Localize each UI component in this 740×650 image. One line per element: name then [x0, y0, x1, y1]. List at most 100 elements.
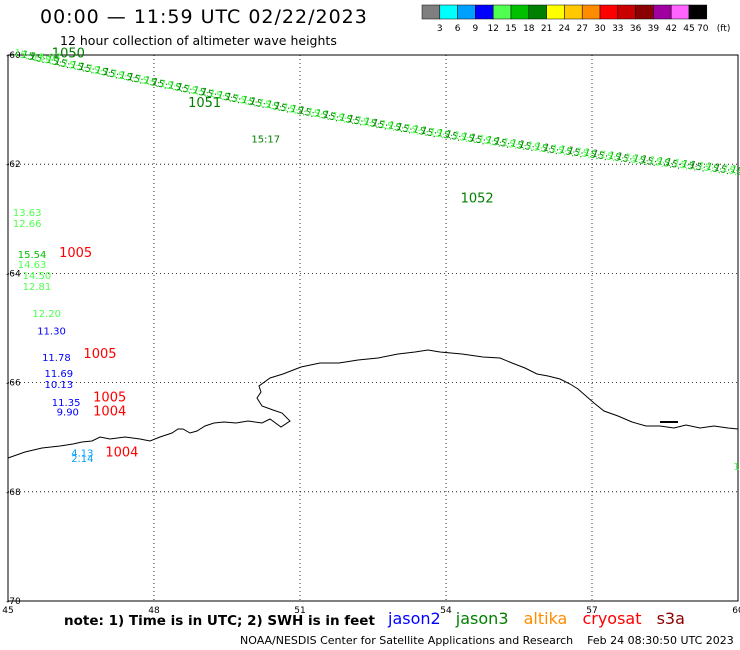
track-mark: 15:	[599, 149, 618, 164]
track-mark: 15:	[281, 102, 300, 117]
track-mark: 15:	[582, 147, 601, 162]
track-mark: 15:	[680, 159, 699, 174]
track-label: 11.69	[45, 369, 74, 380]
legend-tick-label: 70	[697, 24, 709, 34]
satellite-legend: jason2 jason3 altika cryosat s3a	[388, 609, 695, 628]
lat-tick-label: -62	[6, 160, 21, 170]
lat-tick-label: -60	[6, 51, 21, 61]
track-mark: 15:	[85, 63, 104, 78]
track-mark: 15:	[77, 61, 96, 76]
track-mark: 15:	[224, 91, 243, 106]
track-mark: 15:	[354, 115, 373, 130]
track-mark: 15:	[289, 103, 308, 118]
legend-swatch	[670, 4, 690, 20]
track-mark: 15:	[493, 136, 512, 151]
track-mark: 15:	[265, 99, 284, 114]
track-mark: 15:	[256, 97, 275, 112]
legend-swatch	[564, 4, 583, 20]
legend-tick-label: 42	[665, 24, 676, 34]
track-mark: 15:	[338, 112, 357, 127]
track-label: 1004	[105, 445, 138, 460]
track-mark: 15:	[615, 151, 634, 166]
legend-swatch	[475, 4, 494, 20]
track-mark: 15:	[12, 47, 31, 62]
legend-tick-label: 27	[576, 24, 587, 34]
credit-line: NOAA/NESDIS Center for Satellite Applica…	[240, 634, 734, 647]
track-mark: 15:	[207, 88, 226, 103]
track-mark: 15:	[444, 129, 463, 144]
track-mark: 15:	[672, 158, 691, 173]
track-mark: 15:	[322, 109, 341, 124]
track-mark: 15:	[346, 113, 365, 128]
sat-jason3: jason3	[455, 609, 509, 628]
track-mark: 15:	[517, 139, 536, 154]
track-mark: 15:	[330, 111, 349, 126]
legend-swatch	[581, 4, 601, 20]
track-mark: 15:	[452, 130, 471, 145]
track-mark: 15:	[248, 96, 267, 111]
lat-tick-label: -68	[6, 488, 21, 498]
track-label: 13.63	[13, 208, 42, 219]
lon-tick-label: 57	[586, 606, 597, 616]
track-mark: 15:	[476, 133, 495, 148]
track-label: 9.90	[57, 407, 79, 418]
credit-timestamp: Feb 24 08:30:50 UTC 2023	[587, 634, 734, 647]
page-title: 00:00 — 11:59 UTC 02/22/2023	[40, 6, 368, 28]
legend-tick-label: 3	[437, 24, 443, 34]
track-mark: 15:	[167, 80, 186, 95]
track-mark: 15:	[102, 66, 121, 81]
legend-swatch	[617, 4, 636, 20]
lat-tick-label: -64	[6, 269, 21, 279]
coastline	[7, 349, 739, 459]
credit-text: NOAA/NESDIS Center for Satellite Applica…	[240, 634, 574, 647]
track-mark: 15:	[656, 156, 675, 171]
map-border	[7, 54, 739, 602]
sat-s3a: s3a	[656, 609, 685, 628]
track-mark: 15:	[110, 68, 129, 83]
track-mark: 15:	[118, 70, 137, 85]
track-label: 15.54	[18, 250, 47, 261]
legend-swatch	[457, 4, 476, 20]
track-mark: 15:	[199, 86, 218, 101]
track-label: 12.66	[13, 219, 42, 230]
track-label: 1005	[93, 391, 126, 406]
track-mark: 15:	[273, 100, 292, 115]
track-label: 14.63	[18, 260, 47, 271]
track-label: 1004	[93, 404, 126, 419]
track-mark: 15:	[379, 119, 398, 134]
track-label: 14.50	[23, 271, 52, 282]
satellite-track-dense: 15:15:15:15:15:15:15:15:15:15:15:15:15:1…	[12, 47, 740, 180]
track-mark: 15:	[550, 143, 569, 158]
track-mark: 15:	[525, 140, 544, 155]
track-mark: 15:	[427, 126, 446, 141]
map-frame	[7, 54, 739, 602]
legend-swatch	[546, 4, 565, 20]
track-mark: 15:	[688, 159, 707, 174]
track-label: 11.30	[37, 327, 66, 338]
track-label: 2.14	[71, 454, 93, 465]
track-mark: 15:	[631, 153, 650, 168]
track-label: 1050	[52, 47, 85, 62]
legend-swatch	[599, 4, 619, 20]
legend-swatch	[635, 4, 654, 20]
track-label: 11.78	[42, 353, 71, 364]
track-label: 15:07	[32, 52, 61, 63]
legend-tick-label: 6	[455, 24, 461, 34]
sat-altika: altika	[523, 609, 568, 628]
lon-tick-label: 60	[732, 606, 740, 616]
legend-tick-label: 33	[612, 24, 623, 34]
track-label: 1052	[461, 191, 494, 206]
track-mark: 15:	[134, 73, 153, 88]
legend-tick-label: 36	[630, 24, 642, 34]
track-mark: 15:	[460, 131, 479, 146]
legend-tick-label: 15	[505, 24, 516, 34]
track-mark: 15:	[305, 106, 324, 121]
track-mark: 15:	[297, 105, 316, 120]
track-label: 1005	[59, 246, 92, 261]
track-label: 12.81	[23, 282, 52, 293]
track-mark: 15:	[704, 161, 723, 176]
track-label: 4.13	[71, 448, 93, 459]
track-mark: 15:	[533, 141, 552, 156]
legend-swatch	[653, 4, 672, 20]
track-label: 12	[733, 462, 740, 473]
